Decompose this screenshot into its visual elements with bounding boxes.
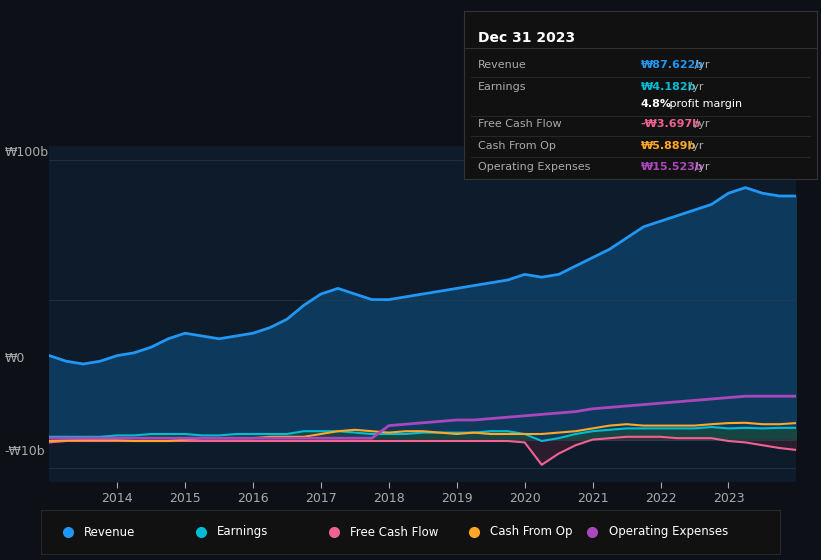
Text: Earnings: Earnings bbox=[217, 525, 268, 539]
Text: /yr: /yr bbox=[691, 60, 709, 70]
Text: 4.8%: 4.8% bbox=[640, 100, 672, 109]
Text: -₩3.697b: -₩3.697b bbox=[640, 119, 700, 129]
Text: /yr: /yr bbox=[685, 82, 704, 92]
Text: /yr: /yr bbox=[691, 162, 709, 172]
Text: ₩4.182b: ₩4.182b bbox=[640, 82, 696, 92]
Text: ₩87.622b: ₩87.622b bbox=[640, 60, 704, 70]
Text: Operating Expenses: Operating Expenses bbox=[608, 525, 727, 539]
Text: profit margin: profit margin bbox=[666, 100, 742, 109]
Text: Free Cash Flow: Free Cash Flow bbox=[478, 119, 562, 129]
Text: Free Cash Flow: Free Cash Flow bbox=[350, 525, 438, 539]
Text: /yr: /yr bbox=[691, 119, 709, 129]
Text: Revenue: Revenue bbox=[84, 525, 135, 539]
Text: Operating Expenses: Operating Expenses bbox=[478, 162, 590, 172]
Text: -₩10b: -₩10b bbox=[4, 445, 45, 458]
Text: ₩5.889b: ₩5.889b bbox=[640, 141, 695, 151]
Text: Cash From Op: Cash From Op bbox=[490, 525, 573, 539]
Text: Earnings: Earnings bbox=[478, 82, 526, 92]
Text: Dec 31 2023: Dec 31 2023 bbox=[478, 31, 576, 45]
Text: Cash From Op: Cash From Op bbox=[478, 141, 556, 151]
Text: ₩0: ₩0 bbox=[4, 352, 25, 366]
Text: ₩100b: ₩100b bbox=[4, 146, 48, 158]
Text: Revenue: Revenue bbox=[478, 60, 527, 70]
Text: ₩15.523b: ₩15.523b bbox=[640, 162, 703, 172]
Text: /yr: /yr bbox=[685, 141, 704, 151]
